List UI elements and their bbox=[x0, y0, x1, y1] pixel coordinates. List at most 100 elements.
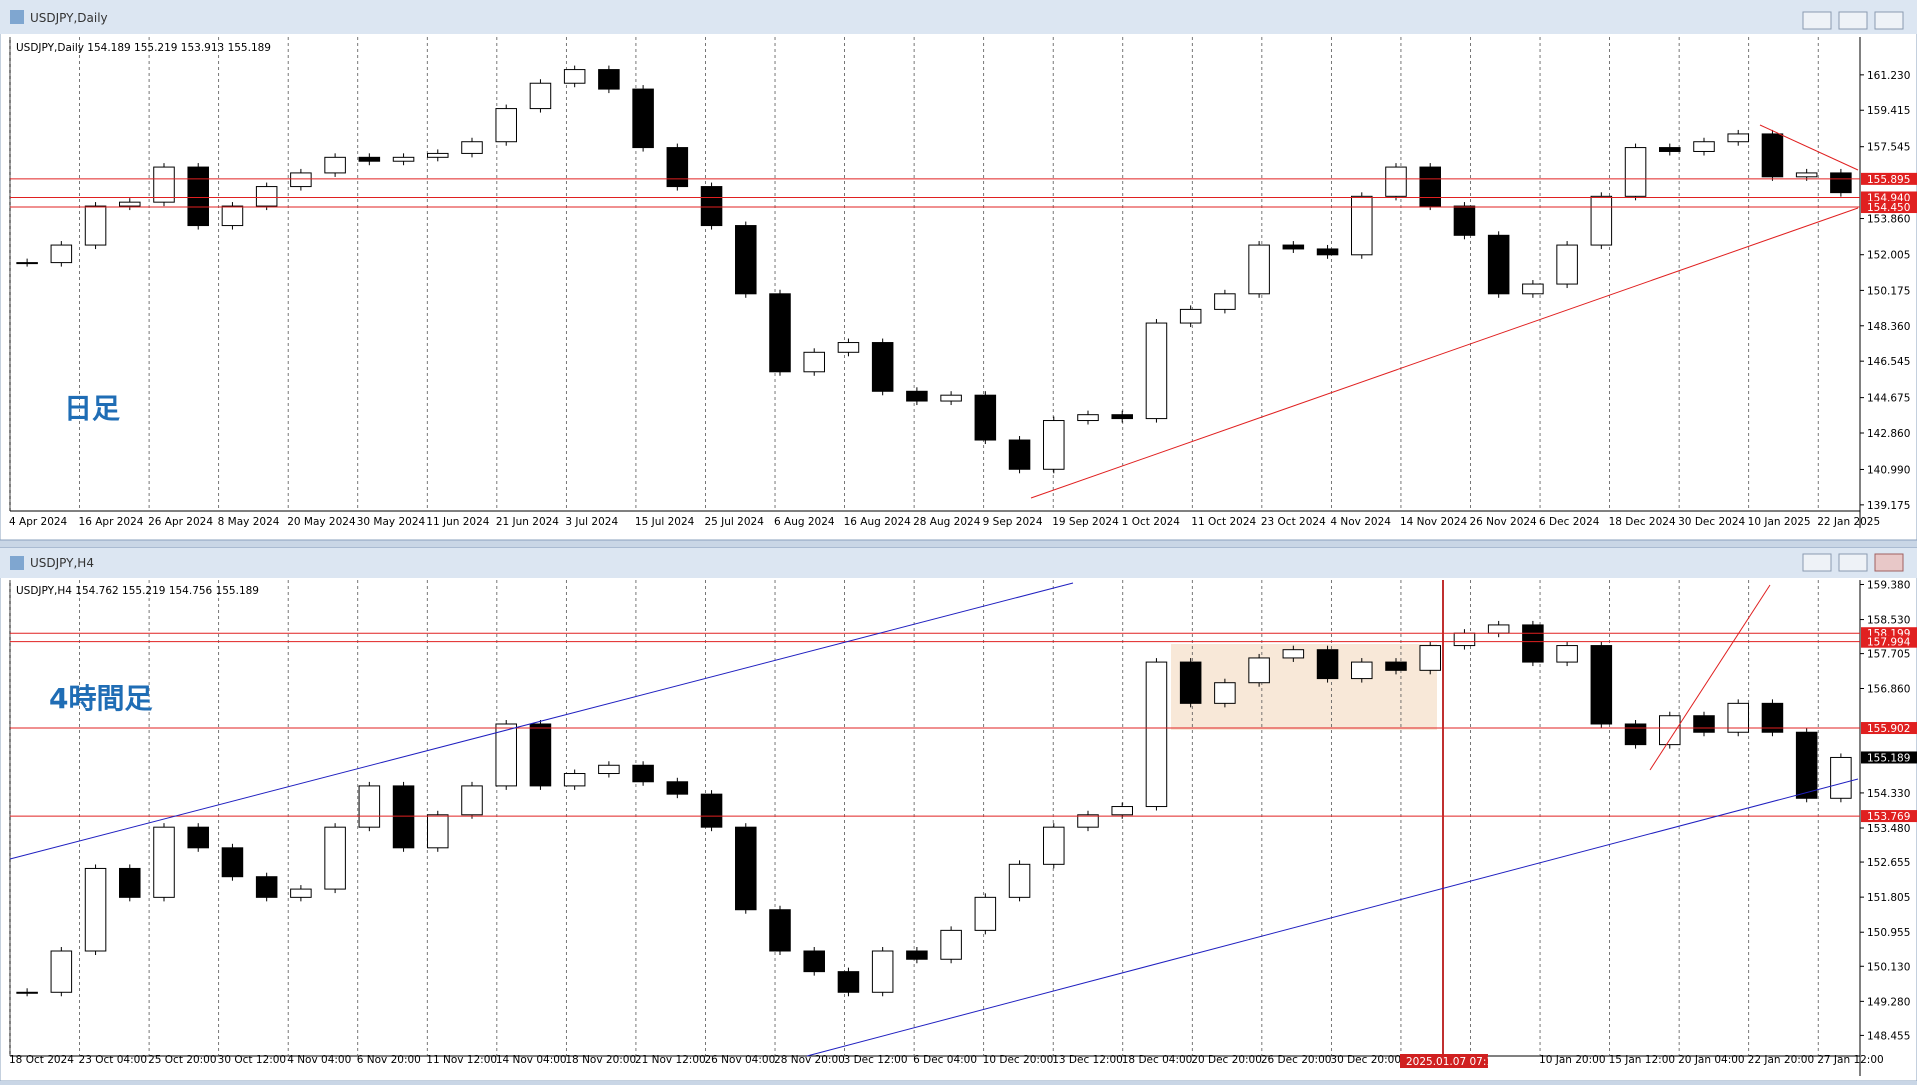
candle bbox=[1282, 244, 1305, 250]
candle bbox=[187, 826, 209, 849]
x-tick-label: 27 Jan 12:00 bbox=[1817, 1054, 1883, 1066]
x-tick-label: 18 Nov 20:00 bbox=[565, 1054, 636, 1066]
close[interactable] bbox=[1874, 11, 1904, 30]
candle bbox=[666, 781, 689, 795]
candle bbox=[1727, 133, 1749, 143]
candle bbox=[255, 876, 278, 898]
candle bbox=[735, 225, 757, 295]
y-tick-label: 156.860 bbox=[1867, 683, 1910, 695]
x-tick-label: 11 Nov 12:00 bbox=[426, 1054, 497, 1066]
candle bbox=[495, 723, 517, 787]
candle bbox=[1453, 205, 1476, 236]
y-tick-label: 150.130 bbox=[1867, 961, 1910, 973]
candle bbox=[1522, 283, 1544, 295]
candle bbox=[84, 205, 107, 246]
candle bbox=[290, 888, 312, 898]
price-tag bbox=[1861, 191, 1917, 204]
candle bbox=[358, 156, 381, 162]
window-title: USDJPY,H4 bbox=[30, 556, 94, 570]
candle bbox=[871, 342, 894, 392]
window-buttons[interactable] bbox=[1802, 11, 1904, 572]
candle bbox=[187, 166, 209, 227]
candle bbox=[1248, 244, 1270, 295]
candle bbox=[1248, 657, 1270, 684]
candle bbox=[495, 108, 517, 143]
x-tick-label: 16 Aug 2024 bbox=[844, 516, 912, 528]
candle bbox=[974, 394, 997, 441]
candle bbox=[1043, 420, 1065, 470]
candle bbox=[1761, 702, 1784, 733]
candle bbox=[837, 342, 860, 353]
candle bbox=[1145, 661, 1168, 808]
marks: 4 Apr 2024 16 Apr 2024 26 Apr 2024 8 May 20… bbox=[9, 37, 1917, 1068]
candle bbox=[153, 166, 175, 203]
chart-header: USDJPY,H4 154.762 155.219 154.756 155.18… bbox=[16, 585, 259, 597]
trend-line bbox=[806, 778, 1859, 1057]
x-tick-label: 15 Jul 2024 bbox=[635, 516, 695, 528]
x-tick-label: 20 Dec 20:00 bbox=[1191, 1054, 1262, 1066]
candle bbox=[1659, 147, 1681, 152]
candle bbox=[1077, 814, 1099, 828]
candle bbox=[632, 764, 654, 783]
x-tick-label: 4 Apr 2024 bbox=[9, 516, 68, 528]
x-tick-label: 9 Sep 2024 bbox=[983, 516, 1043, 528]
candle bbox=[1453, 632, 1476, 647]
y-tick-label: 159.380 bbox=[1867, 579, 1910, 591]
restore[interactable] bbox=[1838, 11, 1868, 30]
candle bbox=[358, 785, 381, 828]
price-tag bbox=[1861, 172, 1917, 185]
price-tag bbox=[1861, 810, 1917, 823]
price-tag bbox=[1861, 635, 1917, 648]
candle bbox=[1145, 322, 1168, 420]
candle bbox=[803, 351, 825, 373]
x-tick-label: 30 May 2024 bbox=[357, 516, 426, 528]
candle bbox=[1487, 234, 1510, 295]
x-tick-label: 6 Dec 2024 bbox=[1539, 516, 1600, 528]
restore[interactable] bbox=[1838, 553, 1868, 572]
minimize[interactable] bbox=[1802, 553, 1832, 572]
candle bbox=[290, 172, 312, 188]
candle bbox=[871, 950, 894, 993]
x-tick-label: 1 Oct 2024 bbox=[1122, 516, 1181, 528]
candle bbox=[1624, 723, 1647, 746]
candle bbox=[906, 950, 928, 960]
candle bbox=[598, 69, 620, 90]
candle bbox=[461, 785, 483, 816]
minimize[interactable] bbox=[1802, 11, 1832, 30]
close[interactable] bbox=[1874, 553, 1904, 572]
trend-line bbox=[9, 582, 1074, 860]
x-tick-label: 11 Jun 2024 bbox=[426, 516, 489, 528]
trend-line bbox=[1759, 124, 1859, 171]
x-tick-label: 6 Nov 20:00 bbox=[357, 1054, 421, 1066]
candle bbox=[1419, 645, 1441, 671]
candle bbox=[1385, 166, 1407, 197]
price-tag-label: 155.902 bbox=[1867, 723, 1910, 735]
candle bbox=[598, 764, 620, 775]
candle bbox=[1077, 414, 1099, 422]
price-tag-label: 153.769 bbox=[1867, 811, 1910, 823]
candle bbox=[700, 186, 723, 227]
candle bbox=[84, 867, 107, 952]
candle bbox=[1693, 141, 1715, 152]
candle bbox=[1008, 439, 1031, 470]
y-tick-label: 157.705 bbox=[1867, 649, 1910, 661]
candle bbox=[461, 141, 483, 154]
x-tick-label: 18 Dec 04:00 bbox=[1122, 1054, 1193, 1066]
candle bbox=[1830, 756, 1852, 799]
candle bbox=[119, 201, 141, 207]
candle bbox=[700, 793, 723, 828]
candle bbox=[563, 69, 586, 84]
x-tick-label: 8 May 2024 bbox=[218, 516, 280, 528]
candle bbox=[769, 293, 791, 373]
candle bbox=[1761, 133, 1784, 178]
candle bbox=[1008, 863, 1031, 898]
crosshair-tag bbox=[1400, 1054, 1488, 1068]
candle bbox=[563, 773, 586, 787]
price-tag-label: 155.895 bbox=[1867, 174, 1910, 186]
y-tick-label: 153.860 bbox=[1867, 214, 1910, 226]
candle bbox=[1659, 715, 1681, 746]
candle bbox=[1282, 649, 1305, 659]
price-tag-label: 154.450 bbox=[1867, 202, 1910, 214]
